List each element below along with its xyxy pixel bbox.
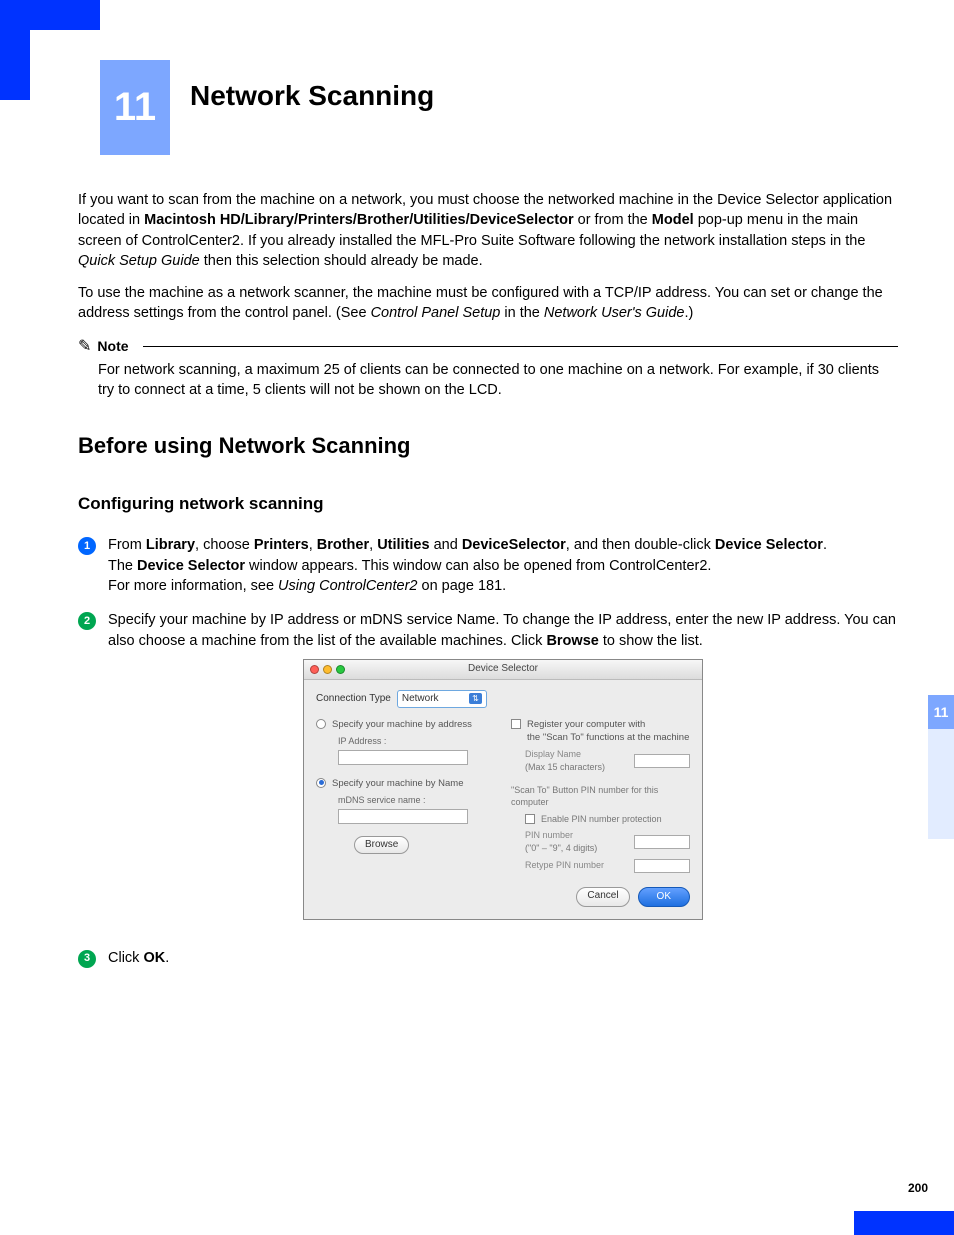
text: Register your computer with — [527, 719, 645, 730]
chapter-title: Network Scanning — [190, 80, 434, 112]
step-badge-3: 3 — [78, 950, 96, 968]
text: in the — [500, 305, 544, 321]
step-2: 2 Specify your machine by IP address or … — [78, 610, 898, 933]
path-bold: Macintosh HD/Library/Printers/Brother/Ut… — [144, 212, 574, 228]
text: the "Scan To" functions at the machine — [527, 732, 689, 743]
pin-label-wrap: PIN number ("0" – "9", 4 digits) — [525, 829, 597, 854]
chapter-number-box: 11 — [100, 60, 170, 155]
italic: Using ControlCenter2 — [278, 578, 417, 594]
decor-left-bar — [0, 30, 30, 100]
step-2-body: Specify your machine by IP address or mD… — [108, 610, 898, 933]
radio-by-name-label: Specify your machine by Name — [332, 777, 463, 790]
bold: Browse — [546, 633, 598, 649]
text: or from the — [574, 212, 652, 228]
text: Specify your machine by IP address or mD… — [108, 612, 896, 648]
bold: Library — [146, 537, 195, 553]
page-number: 200 — [908, 1181, 928, 1195]
ip-address-input[interactable] — [338, 750, 468, 765]
decor-top-bar — [0, 0, 100, 30]
bold: DeviceSelector — [462, 537, 566, 553]
bold: Device Selector — [715, 537, 823, 553]
radio-by-address-label: Specify your machine by address — [332, 718, 472, 731]
left-column: Specify your machine by address IP Addre… — [316, 718, 495, 877]
note-label: Note — [97, 337, 128, 357]
radio-by-name[interactable] — [316, 778, 326, 788]
text: For more information, see — [108, 578, 278, 594]
display-name-label: Display Name (Max 15 characters) — [525, 748, 605, 773]
text: . — [823, 537, 827, 553]
step-3: 3 Click OK. — [78, 948, 898, 968]
bold: Printers — [254, 537, 309, 553]
pin-hint: ("0" – "9", 4 digits) — [525, 843, 597, 853]
qsg-italic: Quick Setup Guide — [78, 253, 200, 269]
note-icon: ✎ — [78, 336, 91, 358]
text: Display Name — [525, 749, 581, 759]
device-selector-window: Device Selector Connection Type Network … — [303, 659, 703, 920]
right-column: Register your computer with the "Scan To… — [511, 718, 690, 877]
text: to show the list. — [599, 633, 703, 649]
bold: Device Selector — [137, 558, 245, 574]
connection-type-label: Connection Type — [316, 692, 391, 706]
bold: Brother — [317, 537, 369, 553]
nug-italic: Network User's Guide — [544, 305, 685, 321]
mdns-input[interactable] — [338, 809, 468, 824]
window-titlebar: Device Selector — [304, 660, 702, 680]
note-rule — [143, 346, 898, 347]
ok-button[interactable]: OK — [638, 887, 690, 907]
scanto-heading: "Scan To" Button PIN number for this com… — [511, 784, 690, 809]
subsection-heading: Configuring network scanning — [78, 492, 898, 516]
text: on page 181. — [417, 578, 506, 594]
text: window appears. This window can also be … — [245, 558, 711, 574]
text: , — [369, 537, 377, 553]
text: The — [108, 558, 137, 574]
cps-italic: Control Panel Setup — [371, 305, 501, 321]
intro-para-2: To use the machine as a network scanner,… — [78, 283, 898, 324]
bold: Utilities — [377, 537, 429, 553]
connection-type-select[interactable]: Network ⇅ — [397, 690, 487, 708]
window-title: Device Selector — [304, 662, 702, 676]
connection-type-value: Network — [402, 692, 439, 706]
text: , choose — [195, 537, 254, 553]
intro-para-1: If you want to scan from the machine on … — [78, 190, 898, 271]
ip-address-label: IP Address : — [338, 735, 495, 748]
display-name-hint: (Max 15 characters) — [525, 762, 605, 772]
step-3-body: Click OK. — [108, 948, 898, 968]
enable-pin-checkbox[interactable] — [525, 814, 535, 824]
browse-button[interactable]: Browse — [354, 836, 409, 854]
radio-by-address[interactable] — [316, 719, 326, 729]
cancel-button[interactable]: Cancel — [576, 887, 629, 907]
model-bold: Model — [652, 212, 694, 228]
retype-pin-label: Retype PIN number — [525, 859, 604, 872]
step-1-body: From Library, choose Printers, Brother , … — [108, 535, 898, 596]
text: and — [430, 537, 462, 553]
display-name-input[interactable] — [634, 754, 690, 768]
retype-pin-input[interactable] — [634, 859, 690, 873]
text: , — [309, 537, 317, 553]
text: Click — [108, 950, 143, 966]
note-block: ✎ Note For network scanning, a maximum 2… — [78, 336, 898, 401]
text: then this selection should already be ma… — [200, 253, 483, 269]
decor-corner-bar — [854, 1211, 954, 1235]
bold: OK — [143, 950, 165, 966]
text: . — [165, 950, 169, 966]
note-body: For network scanning, a maximum 25 of cl… — [98, 360, 898, 401]
section-heading: Before using Network Scanning — [78, 431, 898, 462]
page-content: If you want to scan from the machine on … — [78, 190, 898, 982]
step-1: 1 From Library, choose Printers, Brother… — [78, 535, 898, 596]
enable-pin-label: Enable PIN number protection — [541, 813, 662, 826]
register-label: Register your computer with the "Scan To… — [527, 718, 689, 745]
step-badge-2: 2 — [78, 612, 96, 630]
register-checkbox[interactable] — [511, 719, 521, 729]
text: From — [108, 537, 146, 553]
step-badge-1: 1 — [78, 537, 96, 555]
side-tab: 11 — [928, 695, 954, 729]
side-tab-track — [928, 729, 954, 839]
text: , and then double-click — [566, 537, 715, 553]
pin-input[interactable] — [634, 835, 690, 849]
pin-label: PIN number — [525, 830, 573, 840]
mdns-label: mDNS service name : — [338, 794, 495, 807]
chevron-updown-icon: ⇅ — [469, 693, 482, 704]
text: .) — [684, 305, 693, 321]
